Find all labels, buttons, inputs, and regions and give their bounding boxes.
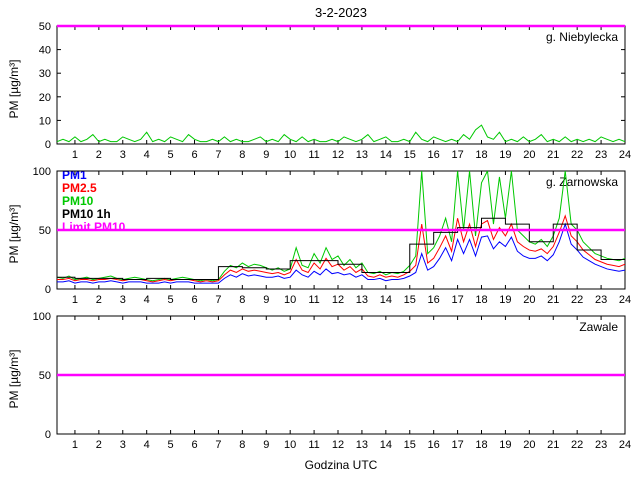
- svg-text:24: 24: [619, 439, 631, 451]
- svg-text:100: 100: [33, 167, 51, 178]
- svg-text:7: 7: [215, 439, 221, 451]
- svg-text:20: 20: [39, 92, 51, 104]
- svg-text:30: 30: [39, 68, 51, 80]
- svg-text:1: 1: [72, 294, 78, 306]
- svg-text:21: 21: [547, 149, 559, 161]
- svg-text:11: 11: [308, 149, 319, 161]
- svg-text:17: 17: [451, 149, 463, 161]
- legend-item-pm10-1h: PM10 1h: [62, 207, 111, 221]
- svg-text:5: 5: [168, 294, 174, 306]
- svg-text:6: 6: [191, 149, 197, 161]
- svg-text:0: 0: [45, 284, 51, 296]
- svg-text:11: 11: [308, 439, 319, 451]
- subplot-title-niebylecka: g. Niebylecka: [545, 30, 618, 44]
- svg-text:23: 23: [595, 149, 607, 161]
- svg-text:2: 2: [96, 439, 102, 451]
- svg-text:20: 20: [523, 439, 535, 451]
- svg-text:15: 15: [404, 439, 416, 451]
- svg-text:12: 12: [332, 294, 344, 306]
- svg-text:8: 8: [239, 439, 245, 451]
- svg-text:50: 50: [39, 225, 51, 237]
- svg-text:5: 5: [168, 149, 174, 161]
- svg-text:50: 50: [39, 22, 51, 33]
- svg-text:6: 6: [191, 439, 197, 451]
- figure-title: 3-2-2023: [314, 5, 368, 20]
- svg-text:0: 0: [45, 429, 51, 441]
- svg-text:17: 17: [451, 439, 463, 451]
- svg-text:3: 3: [120, 439, 126, 451]
- svg-text:18: 18: [475, 149, 487, 161]
- svg-text:1: 1: [72, 149, 78, 161]
- svg-text:8: 8: [239, 149, 245, 161]
- svg-text:17: 17: [451, 294, 463, 306]
- svg-text:4: 4: [144, 294, 150, 306]
- svg-text:22: 22: [571, 294, 583, 306]
- svg-text:13: 13: [356, 149, 368, 161]
- svg-text:9: 9: [263, 149, 269, 161]
- svg-text:4: 4: [144, 439, 150, 451]
- svg-text:3: 3: [120, 294, 126, 306]
- svg-text:12: 12: [332, 439, 344, 451]
- svg-text:21: 21: [547, 294, 559, 306]
- svg-text:15: 15: [404, 149, 416, 161]
- svg-text:18: 18: [475, 294, 487, 306]
- svg-text:7: 7: [215, 149, 221, 161]
- svg-text:19: 19: [499, 294, 511, 306]
- legend-item-pm25: PM2.5: [62, 181, 97, 195]
- svg-text:0: 0: [45, 139, 51, 151]
- svg-text:3: 3: [120, 149, 126, 161]
- svg-text:1: 1: [72, 439, 78, 451]
- svg-text:100: 100: [33, 312, 51, 323]
- svg-text:12: 12: [332, 149, 344, 161]
- svg-text:22: 22: [571, 149, 583, 161]
- svg-text:20: 20: [523, 294, 535, 306]
- legend-item-pm10: PM10: [62, 194, 94, 208]
- svg-text:40: 40: [39, 45, 51, 57]
- svg-text:19: 19: [499, 439, 511, 451]
- svg-text:16: 16: [428, 294, 440, 306]
- svg-text:2: 2: [96, 294, 102, 306]
- x-axis-label: Godzina UTC: [304, 458, 378, 472]
- svg-text:6: 6: [191, 294, 197, 306]
- svg-text:10: 10: [284, 149, 296, 161]
- svg-text:14: 14: [380, 294, 392, 306]
- svg-text:16: 16: [428, 149, 440, 161]
- svg-text:24: 24: [619, 294, 631, 306]
- svg-text:10: 10: [284, 439, 296, 451]
- svg-text:22: 22: [571, 439, 583, 451]
- svg-text:11: 11: [308, 294, 319, 306]
- svg-text:13: 13: [356, 439, 368, 451]
- chart-niebylecka: PM [µg/m³] g. Niebylecka 1 2 3 4 5 6 7 8 9 10 11 12…: [0, 22, 640, 167]
- svg-text:14: 14: [380, 149, 392, 161]
- svg-text:21: 21: [547, 439, 559, 451]
- subplot-title-zawale: Zawale: [579, 320, 618, 334]
- svg-text:23: 23: [595, 439, 607, 451]
- svg-text:8: 8: [239, 294, 245, 306]
- svg-text:19: 19: [499, 149, 511, 161]
- svg-text:14: 14: [380, 439, 392, 451]
- svg-text:5: 5: [168, 439, 174, 451]
- svg-text:50: 50: [39, 370, 51, 382]
- chart-zarnowska: PM [µg/m³] g. Zarnowska PM1 PM2.5 PM10 P…: [0, 167, 640, 312]
- svg-text:10: 10: [39, 115, 51, 127]
- svg-text:4: 4: [144, 149, 150, 161]
- legend-item-pm1: PM1: [62, 168, 87, 182]
- svg-text:23: 23: [595, 294, 607, 306]
- svg-text:10: 10: [284, 294, 296, 306]
- chart-zawale: PM [µg/m³] Zawale 1 2 3 4 5 6 7 8 9 10 11 12 13 14 15 1…: [0, 312, 640, 457]
- svg-text:2: 2: [96, 149, 102, 161]
- svg-text:7: 7: [215, 294, 221, 306]
- svg-text:13: 13: [356, 294, 368, 306]
- svg-text:9: 9: [263, 294, 269, 306]
- svg-text:18: 18: [475, 439, 487, 451]
- svg-text:9: 9: [263, 439, 269, 451]
- svg-text:16: 16: [428, 439, 440, 451]
- svg-text:24: 24: [619, 149, 631, 161]
- svg-text:20: 20: [523, 149, 535, 161]
- svg-text:15: 15: [404, 294, 416, 306]
